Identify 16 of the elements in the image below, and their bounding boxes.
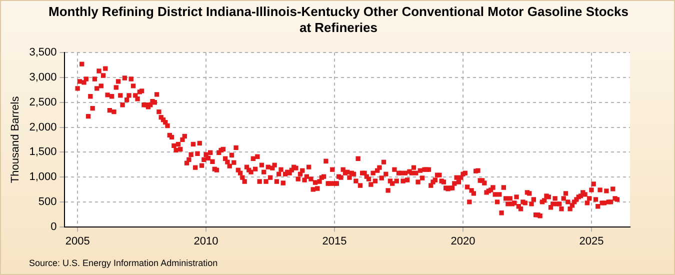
y-tick-label: 3,500: [29, 46, 57, 59]
y-tick-label: 1,500: [29, 146, 57, 158]
y-tick-label: 500: [38, 196, 57, 208]
chart-title: Monthly Refining District Indiana-Illinois-Kentucky Other Conventional Motor Gasoline Stocks at Refineries: [48, 4, 630, 36]
y-tick-label: 1,000: [29, 171, 57, 184]
x-tick-label: 2010: [194, 235, 218, 248]
y-tick-label: 2,000: [29, 121, 57, 134]
x-tick-label: 2005: [65, 235, 90, 248]
y-axis-title: Thousand Barrels: [10, 96, 22, 184]
y-tick-label: 0: [50, 220, 57, 233]
x-tick-label: 2020: [450, 235, 476, 248]
y-tick-label: 3,000: [29, 72, 57, 84]
y-tick-label: 2,500: [29, 96, 57, 108]
x-tick-label: 2015: [322, 235, 347, 248]
source-note: Source: U.S. Energy Information Administration: [29, 258, 218, 268]
x-tick-label: 2025: [579, 235, 604, 248]
